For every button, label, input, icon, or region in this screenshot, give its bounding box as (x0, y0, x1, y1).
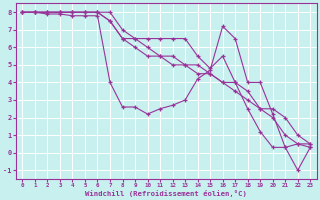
X-axis label: Windchill (Refroidissement éolien,°C): Windchill (Refroidissement éolien,°C) (85, 190, 247, 197)
